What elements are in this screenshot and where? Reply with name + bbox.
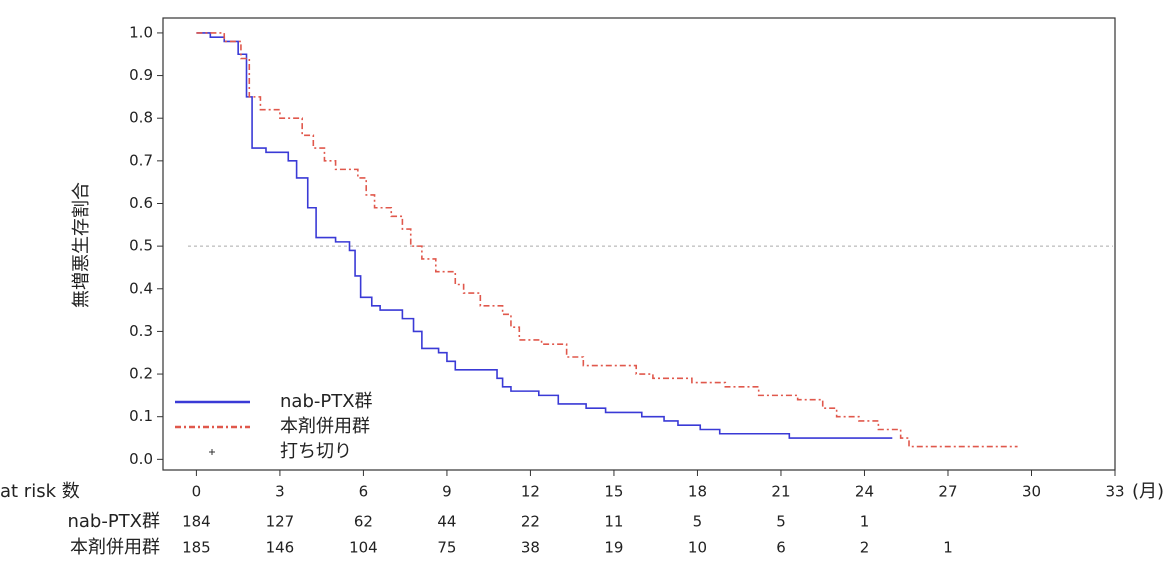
y-tick-label: 0.5 (129, 237, 153, 255)
at-risk-label: at risk 数 (0, 481, 80, 502)
risk-row-label: nab-PTX群 (67, 511, 160, 532)
risk-count: 2 (860, 539, 870, 557)
y-tick-label: 0.8 (129, 109, 153, 127)
y-tick-label: 0.2 (129, 365, 153, 383)
y-tick-label: 0.1 (129, 407, 153, 425)
risk-count: 1 (860, 513, 870, 531)
censor-symbol (209, 449, 215, 455)
y-tick-label: 0.9 (129, 66, 153, 84)
x-tick-label: 27 (938, 483, 957, 501)
x-tick-label: 24 (855, 483, 874, 501)
legend-label: nab-PTX群 (280, 391, 373, 412)
risk-count: 6 (776, 539, 786, 557)
x-unit: (月) (1132, 481, 1164, 502)
risk-count: 19 (604, 539, 623, 557)
risk-count: 75 (437, 539, 456, 557)
y-tick-label: 0.4 (129, 279, 153, 297)
y-tick-label: 0.6 (129, 194, 153, 212)
km-curve (196, 32, 893, 439)
risk-count: 104 (349, 539, 378, 557)
x-tick-label: 9 (442, 483, 452, 501)
risk-count: 38 (521, 539, 540, 557)
x-tick-label: 33 (1105, 483, 1124, 501)
y-tick-label: 1.0 (129, 23, 153, 41)
risk-count: 127 (266, 513, 295, 531)
y-tick-label: 0.0 (129, 450, 153, 468)
risk-count: 146 (266, 539, 295, 557)
legend-label: 本剤併用群 (280, 416, 370, 437)
risk-count: 5 (693, 513, 703, 531)
plot-frame (162, 17, 1116, 471)
risk-row-label: 本剤併用群 (70, 537, 160, 558)
x-tick-label: 21 (771, 483, 790, 501)
x-tick-label: 18 (688, 483, 707, 501)
risk-count: 184 (182, 513, 211, 531)
x-tick-label: 15 (604, 483, 623, 501)
x-tick-label: 0 (192, 483, 202, 501)
risk-count: 1 (943, 539, 953, 557)
risk-count: 22 (521, 513, 540, 531)
y-axis-label: 無増悪生存割合 (71, 182, 92, 308)
y-tick-label: 0.7 (129, 151, 153, 169)
risk-count: 10 (688, 539, 707, 557)
risk-count: 11 (604, 513, 623, 531)
km-curve (196, 32, 1018, 448)
x-tick-label: 3 (275, 483, 285, 501)
risk-count: 44 (437, 513, 456, 531)
risk-count: 62 (354, 513, 373, 531)
x-tick-label: 30 (1022, 483, 1041, 501)
risk-count: 5 (776, 513, 786, 531)
risk-count: 185 (182, 539, 211, 557)
x-tick-label: 6 (359, 483, 369, 501)
x-tick-label: 12 (521, 483, 540, 501)
legend-label: 打ち切り (280, 441, 352, 462)
y-tick-label: 0.3 (129, 322, 153, 340)
